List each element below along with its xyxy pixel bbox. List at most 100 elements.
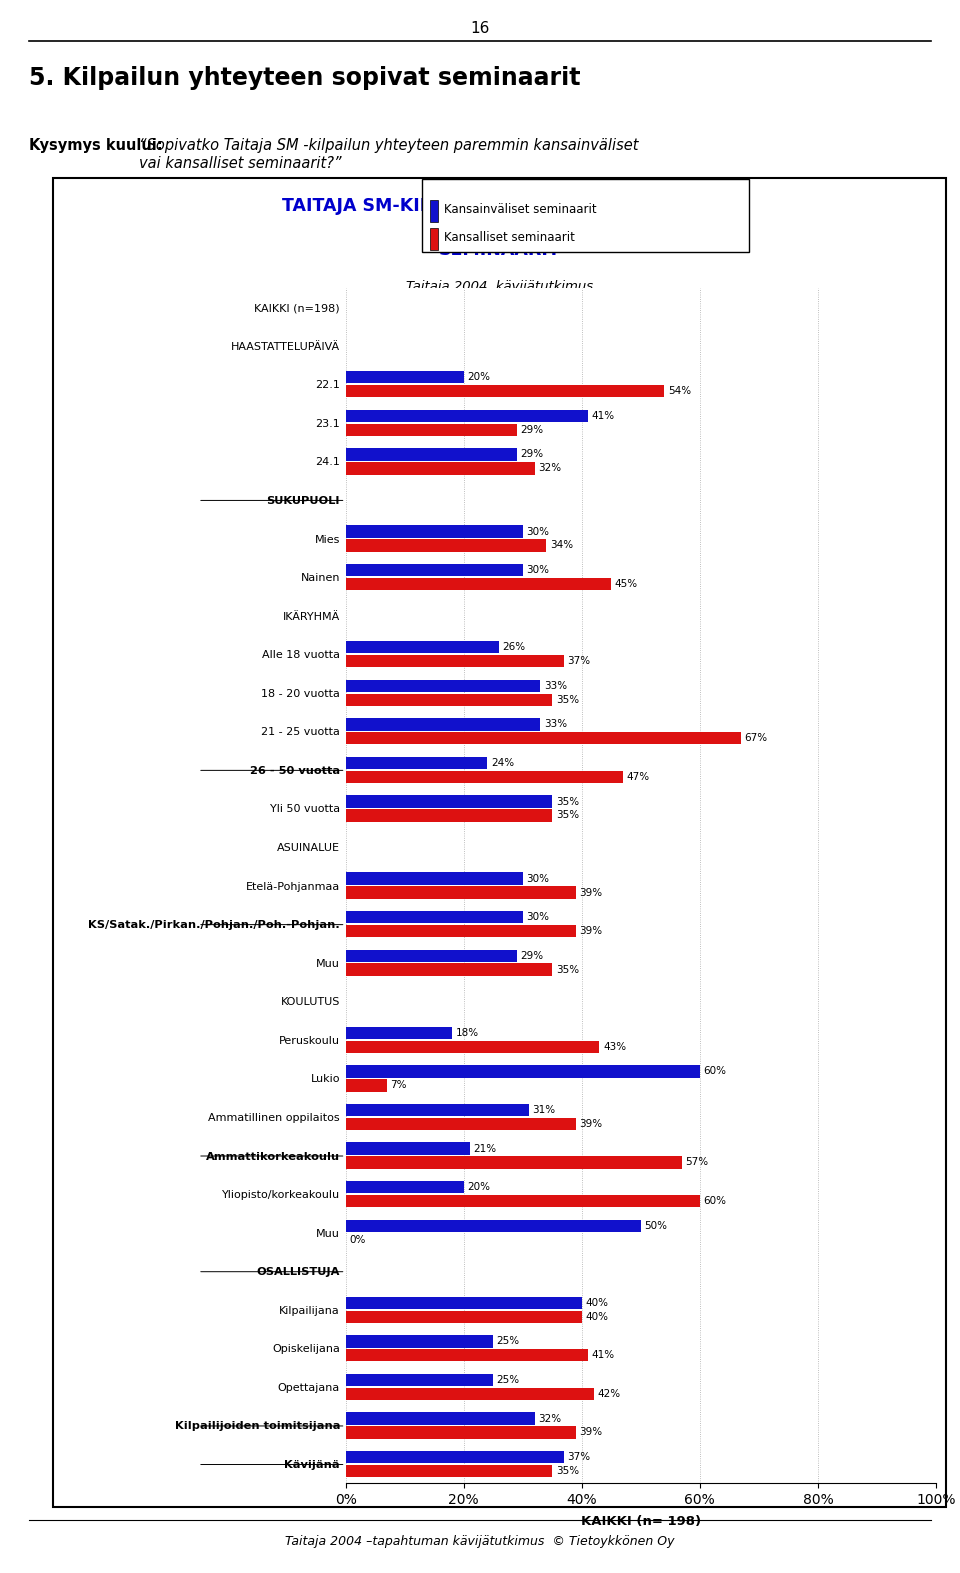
Text: 24%: 24%	[491, 758, 514, 768]
Bar	[422, 179, 749, 252]
Text: 33%: 33%	[544, 719, 567, 730]
Bar	[346, 694, 552, 706]
Bar	[346, 719, 540, 730]
Bar	[346, 1450, 564, 1463]
Text: 29%: 29%	[520, 950, 543, 961]
Text: 5. Kilpailun yhteyteen sopivat seminaarit: 5. Kilpailun yhteyteen sopivat seminaari…	[29, 66, 580, 90]
Bar	[346, 565, 522, 576]
Bar	[346, 1065, 700, 1078]
Text: 60%: 60%	[704, 1066, 727, 1076]
Bar	[346, 1181, 464, 1194]
Bar	[346, 1464, 552, 1477]
Text: 54%: 54%	[668, 387, 691, 396]
Bar	[346, 680, 540, 692]
Bar	[346, 1041, 599, 1052]
Bar	[346, 642, 499, 653]
Bar	[346, 731, 741, 744]
Bar	[346, 1156, 683, 1169]
Text: 20%: 20%	[468, 1183, 491, 1192]
Text: 40%: 40%	[586, 1312, 609, 1321]
Text: 16: 16	[470, 20, 490, 36]
Text: 41%: 41%	[591, 1350, 614, 1361]
Bar	[346, 448, 516, 461]
Bar	[53, 178, 946, 1507]
Text: 32%: 32%	[538, 464, 562, 473]
Text: SEMINAARIT: SEMINAARIT	[439, 241, 560, 258]
Text: 35%: 35%	[556, 796, 579, 807]
Bar	[346, 1296, 582, 1309]
Text: Kansainväliset seminaarit: Kansainväliset seminaarit	[444, 203, 596, 216]
Text: 41%: 41%	[591, 411, 614, 422]
Bar	[346, 757, 488, 769]
Text: 42%: 42%	[597, 1389, 620, 1398]
Text: 30%: 30%	[526, 565, 549, 576]
Text: 35%: 35%	[556, 1466, 579, 1475]
Bar	[346, 771, 623, 783]
Bar	[346, 1104, 529, 1117]
Text: Kansalliset seminaarit: Kansalliset seminaarit	[444, 231, 575, 244]
Bar	[346, 654, 564, 667]
Text: Kysymys kuului:: Kysymys kuului:	[29, 138, 168, 154]
Bar	[346, 873, 522, 886]
Bar	[346, 964, 552, 975]
Text: 32%: 32%	[538, 1414, 562, 1424]
Bar	[346, 1195, 700, 1206]
Text: 45%: 45%	[614, 579, 638, 588]
Text: 67%: 67%	[745, 733, 768, 744]
Bar	[346, 809, 552, 821]
Text: 31%: 31%	[532, 1106, 555, 1115]
Text: “Sopivatko Taitaja SM -kilpailun yhteyteen paremmin kansainväliset
vai kansallis: “Sopivatko Taitaja SM -kilpailun yhteyte…	[139, 138, 638, 171]
Text: 40%: 40%	[586, 1298, 609, 1307]
Text: 50%: 50%	[644, 1221, 667, 1230]
Text: 0%: 0%	[349, 1235, 366, 1244]
Bar	[346, 371, 464, 384]
Text: 47%: 47%	[627, 772, 650, 782]
Bar	[346, 950, 516, 963]
Text: 39%: 39%	[580, 887, 603, 898]
Text: 25%: 25%	[496, 1375, 520, 1384]
Text: 34%: 34%	[550, 541, 573, 551]
X-axis label: KAIKKI (n= 198): KAIKKI (n= 198)	[581, 1515, 701, 1529]
Bar	[346, 525, 522, 538]
Text: 30%: 30%	[526, 912, 549, 922]
Text: 30%: 30%	[526, 873, 549, 884]
Text: 25%: 25%	[496, 1337, 520, 1346]
Bar	[346, 540, 546, 552]
Bar	[346, 423, 516, 436]
Bar	[346, 1027, 452, 1040]
Bar	[346, 1118, 576, 1129]
Bar	[346, 1387, 593, 1400]
Text: 29%: 29%	[520, 450, 543, 459]
Bar	[346, 1427, 576, 1439]
Text: 26%: 26%	[503, 642, 526, 653]
Text: 35%: 35%	[556, 964, 579, 975]
Text: Taitaja 2004, kävijätutkimus: Taitaja 2004, kävijätutkimus	[406, 280, 592, 293]
Bar	[346, 1335, 493, 1348]
Text: 37%: 37%	[567, 656, 590, 665]
Bar	[430, 228, 438, 250]
Text: 33%: 33%	[544, 681, 567, 691]
Bar	[346, 409, 588, 422]
Text: 39%: 39%	[580, 926, 603, 936]
Bar	[346, 1413, 535, 1425]
Text: Taitaja 2004 –tapahtuman kävijätutkimus  © Tietoykkönen Oy: Taitaja 2004 –tapahtuman kävijätutkimus …	[285, 1535, 675, 1548]
Text: 18%: 18%	[455, 1027, 478, 1038]
Text: TAITAJA SM-KILPAILUN YHTEYTEEN  SOPIVAT: TAITAJA SM-KILPAILUN YHTEYTEEN SOPIVAT	[282, 197, 716, 214]
Bar	[346, 1142, 469, 1155]
Text: 37%: 37%	[567, 1452, 590, 1463]
Text: 35%: 35%	[556, 695, 579, 705]
Bar	[346, 796, 552, 807]
Bar	[346, 1219, 641, 1232]
Bar	[346, 462, 535, 475]
Text: 20%: 20%	[468, 373, 491, 382]
Bar	[346, 886, 576, 898]
Bar	[346, 577, 612, 590]
Bar	[346, 1079, 387, 1092]
Text: 30%: 30%	[526, 527, 549, 536]
Bar	[430, 200, 438, 222]
Text: 57%: 57%	[685, 1158, 708, 1167]
Bar	[346, 925, 576, 938]
Text: 39%: 39%	[580, 1118, 603, 1129]
Bar	[346, 385, 664, 398]
Bar	[346, 911, 522, 923]
